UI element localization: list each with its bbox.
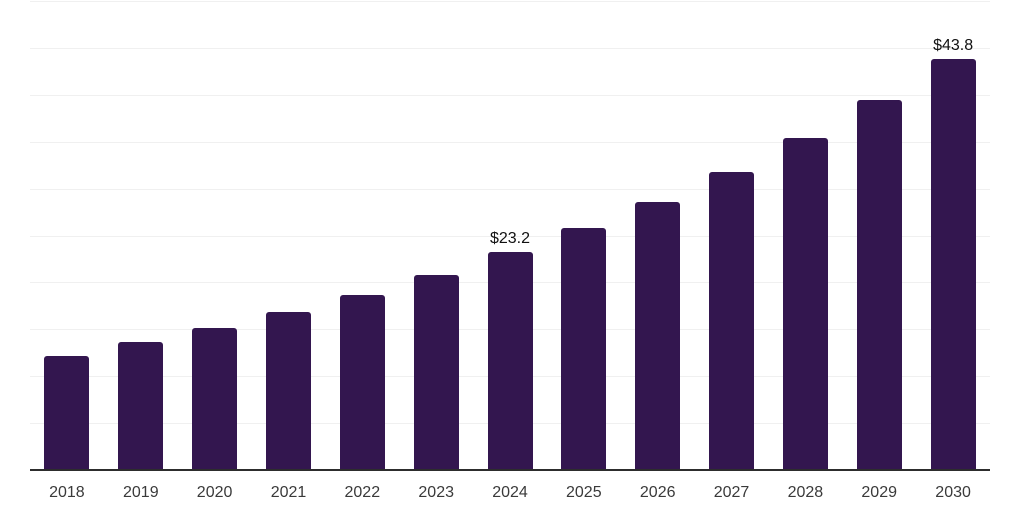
x-axis-tick-label: 2023	[418, 484, 454, 501]
gridline	[30, 188, 990, 190]
gridline	[30, 47, 990, 49]
x-axis-tick-label: 2028	[787, 484, 824, 501]
x-axis-tick-label: 2029	[861, 484, 897, 501]
bar	[339, 294, 385, 470]
x-axis-tick-label: 2025	[566, 484, 602, 501]
x-axis-tick-label: 2030	[935, 484, 971, 501]
bar	[118, 342, 164, 470]
bar	[856, 99, 902, 470]
bar	[635, 201, 681, 470]
bar-value-label: $43.8	[933, 37, 974, 55]
plot-area: $23.2 $43.8	[30, 1, 990, 471]
x-axis-labels: 2018 2019 2020 2021 2022 2023 2024 2025 2026 2027…	[30, 483, 990, 505]
bar-value-label: $23.2	[489, 230, 531, 248]
bar	[192, 328, 238, 470]
bar	[44, 355, 90, 470]
gridline	[30, 1, 990, 2]
bar	[413, 274, 459, 470]
gridline	[30, 94, 990, 96]
bar	[266, 312, 311, 470]
gridline	[30, 141, 990, 143]
x-axis-tick-label: 2020	[196, 484, 233, 501]
x-axis-tick-label: 2019	[123, 484, 159, 501]
bar	[782, 137, 828, 470]
bar	[487, 252, 533, 470]
bar	[709, 171, 754, 470]
x-axis-tick-label: 2027	[713, 484, 750, 501]
gridline	[30, 235, 990, 237]
x-axis-tick-label: 2018	[49, 484, 85, 501]
x-axis-tick-label: 2022	[344, 484, 381, 501]
x-axis-tick-label: 2026	[639, 484, 676, 501]
x-axis-tick-label: 2024	[492, 484, 528, 501]
x-axis-tick-label: 2021	[270, 484, 307, 501]
bar	[930, 59, 976, 470]
x-axis-line	[30, 469, 990, 471]
bar	[561, 228, 607, 470]
